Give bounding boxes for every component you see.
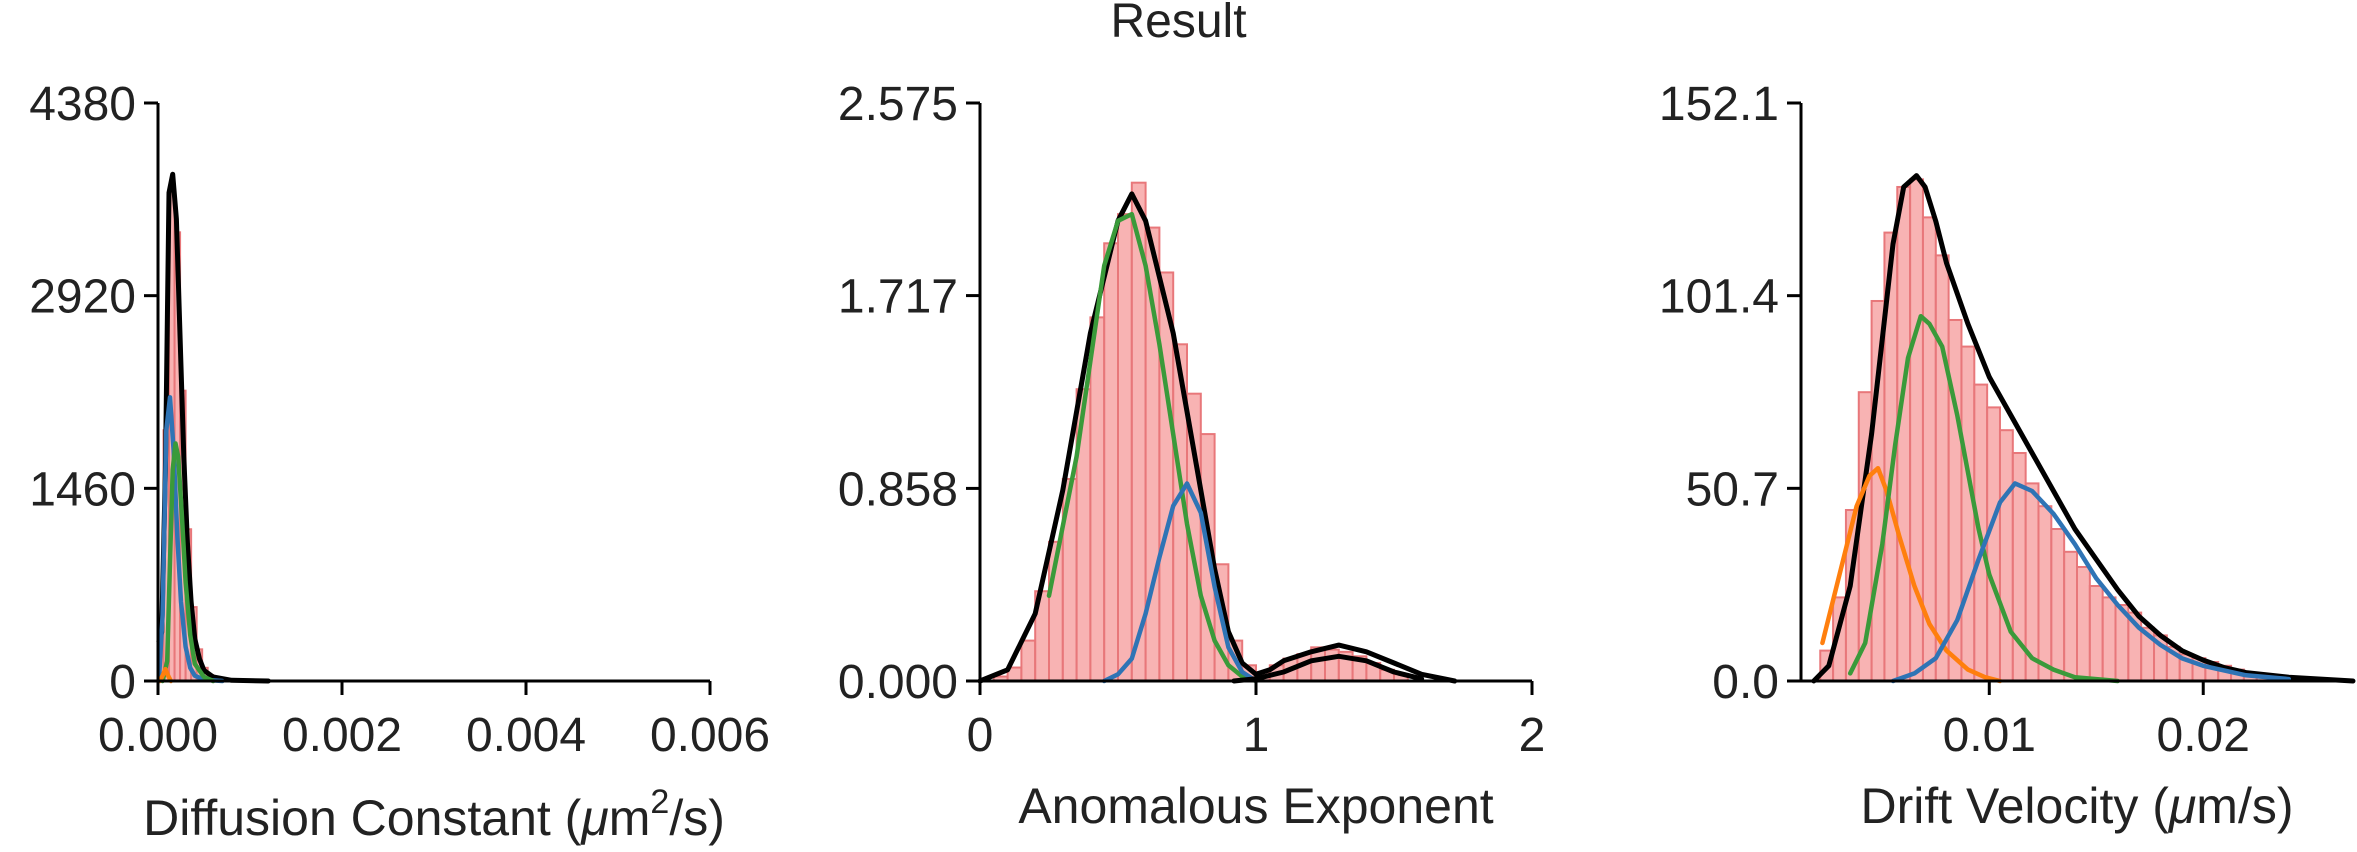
series-line-green — [1046, 211, 1259, 684]
x-axis-label-mu: μ — [2167, 778, 2196, 834]
y-tick-label: 152.1 — [1659, 78, 1779, 131]
histogram-bar — [1960, 345, 1976, 682]
x-tick-label: 0.02 — [2157, 709, 2250, 762]
figure-title: Result — [1110, 0, 1247, 48]
y-tick-label: 0 — [109, 656, 136, 709]
series-line-blue — [1101, 481, 1259, 684]
histogram-bar — [1117, 213, 1133, 682]
histogram-bar — [2088, 584, 2104, 682]
histogram-bar — [2037, 505, 2053, 682]
y-tick-label: 50.7 — [1686, 463, 1779, 516]
histogram-bar — [2050, 527, 2066, 683]
x-axis-label-superscript: 2 — [650, 783, 669, 821]
histogram-bar — [1103, 242, 1119, 682]
histogram-bar — [1998, 429, 2014, 682]
y-tick-label: 0.0 — [1712, 656, 1779, 709]
x-tick-label: 1 — [1243, 709, 1270, 762]
y-tick-label: 2.575 — [838, 78, 958, 131]
series-line-black — [156, 171, 271, 684]
x-tick-label: 0.000 — [98, 709, 218, 762]
histogram-bar — [1934, 254, 1950, 682]
panel-3: 0.0 50.7 101.4 152.1 0.01 0.02 Drift Velocity … — [1659, 78, 2356, 834]
y-tick-label: 2920 — [29, 271, 136, 324]
series-line-green — [160, 441, 216, 684]
histogram-bar — [1089, 316, 1106, 682]
histogram-bar — [1020, 639, 1037, 683]
y-tick-label: 1460 — [29, 463, 136, 516]
histogram-bar — [2101, 596, 2117, 682]
histogram-bar — [2063, 550, 2079, 682]
x-axis-label-unit: m — [609, 790, 651, 846]
series-line-orange — [157, 666, 174, 684]
y-tick-label: 0.858 — [838, 463, 958, 516]
y-tick-label: 4380 — [29, 78, 136, 131]
panel-1: 0 1460 2920 4380 0.000 0.002 0.004 0.006 Diffusi… — [29, 78, 770, 846]
x-tick-label: 0.002 — [282, 709, 402, 762]
y-tick-label: 1.717 — [838, 271, 958, 324]
histogram-bar — [1896, 185, 1912, 682]
series-line-blue — [1890, 481, 2292, 684]
x-axis-label-tail: m/s) — [2196, 778, 2293, 834]
x-tick-label: 0.004 — [466, 709, 586, 762]
x-axis-label-mu: μ — [579, 790, 608, 846]
series-line-blue — [156, 395, 225, 684]
x-tick-label: 0.006 — [650, 709, 770, 762]
series-line-black — [977, 191, 1458, 684]
x-axis-label-tail: /s) — [669, 790, 725, 846]
series-line-black — [1811, 173, 2356, 684]
x-axis-label: Anomalous Exponent — [1018, 778, 1493, 834]
x-axis-label-text: Drift Velocity ( — [1860, 778, 2169, 834]
histogram-bar — [2076, 565, 2091, 682]
histogram-bar — [1986, 406, 2001, 682]
series-line-black — [1231, 653, 1425, 684]
x-axis-label: Diffusion Constant (μm2/s) — [143, 783, 725, 846]
x-axis-label-text: Diffusion Constant ( — [143, 790, 582, 846]
x-tick-label: 0.01 — [1943, 709, 2036, 762]
x-axis-label: Drift Velocity (μm/s) — [1860, 778, 2293, 834]
y-tick-label: 101.4 — [1659, 271, 1779, 324]
series-line-green — [1847, 313, 2120, 684]
panel-2: 0.000 0.858 1.717 2.575 0 1 2 Anomalous Exponen… — [838, 78, 1545, 834]
x-tick-label: 2 — [1519, 709, 1546, 762]
x-tick-label: 0 — [967, 709, 994, 762]
series-line-orange — [1820, 465, 2003, 684]
y-tick-label: 0.000 — [838, 656, 958, 709]
